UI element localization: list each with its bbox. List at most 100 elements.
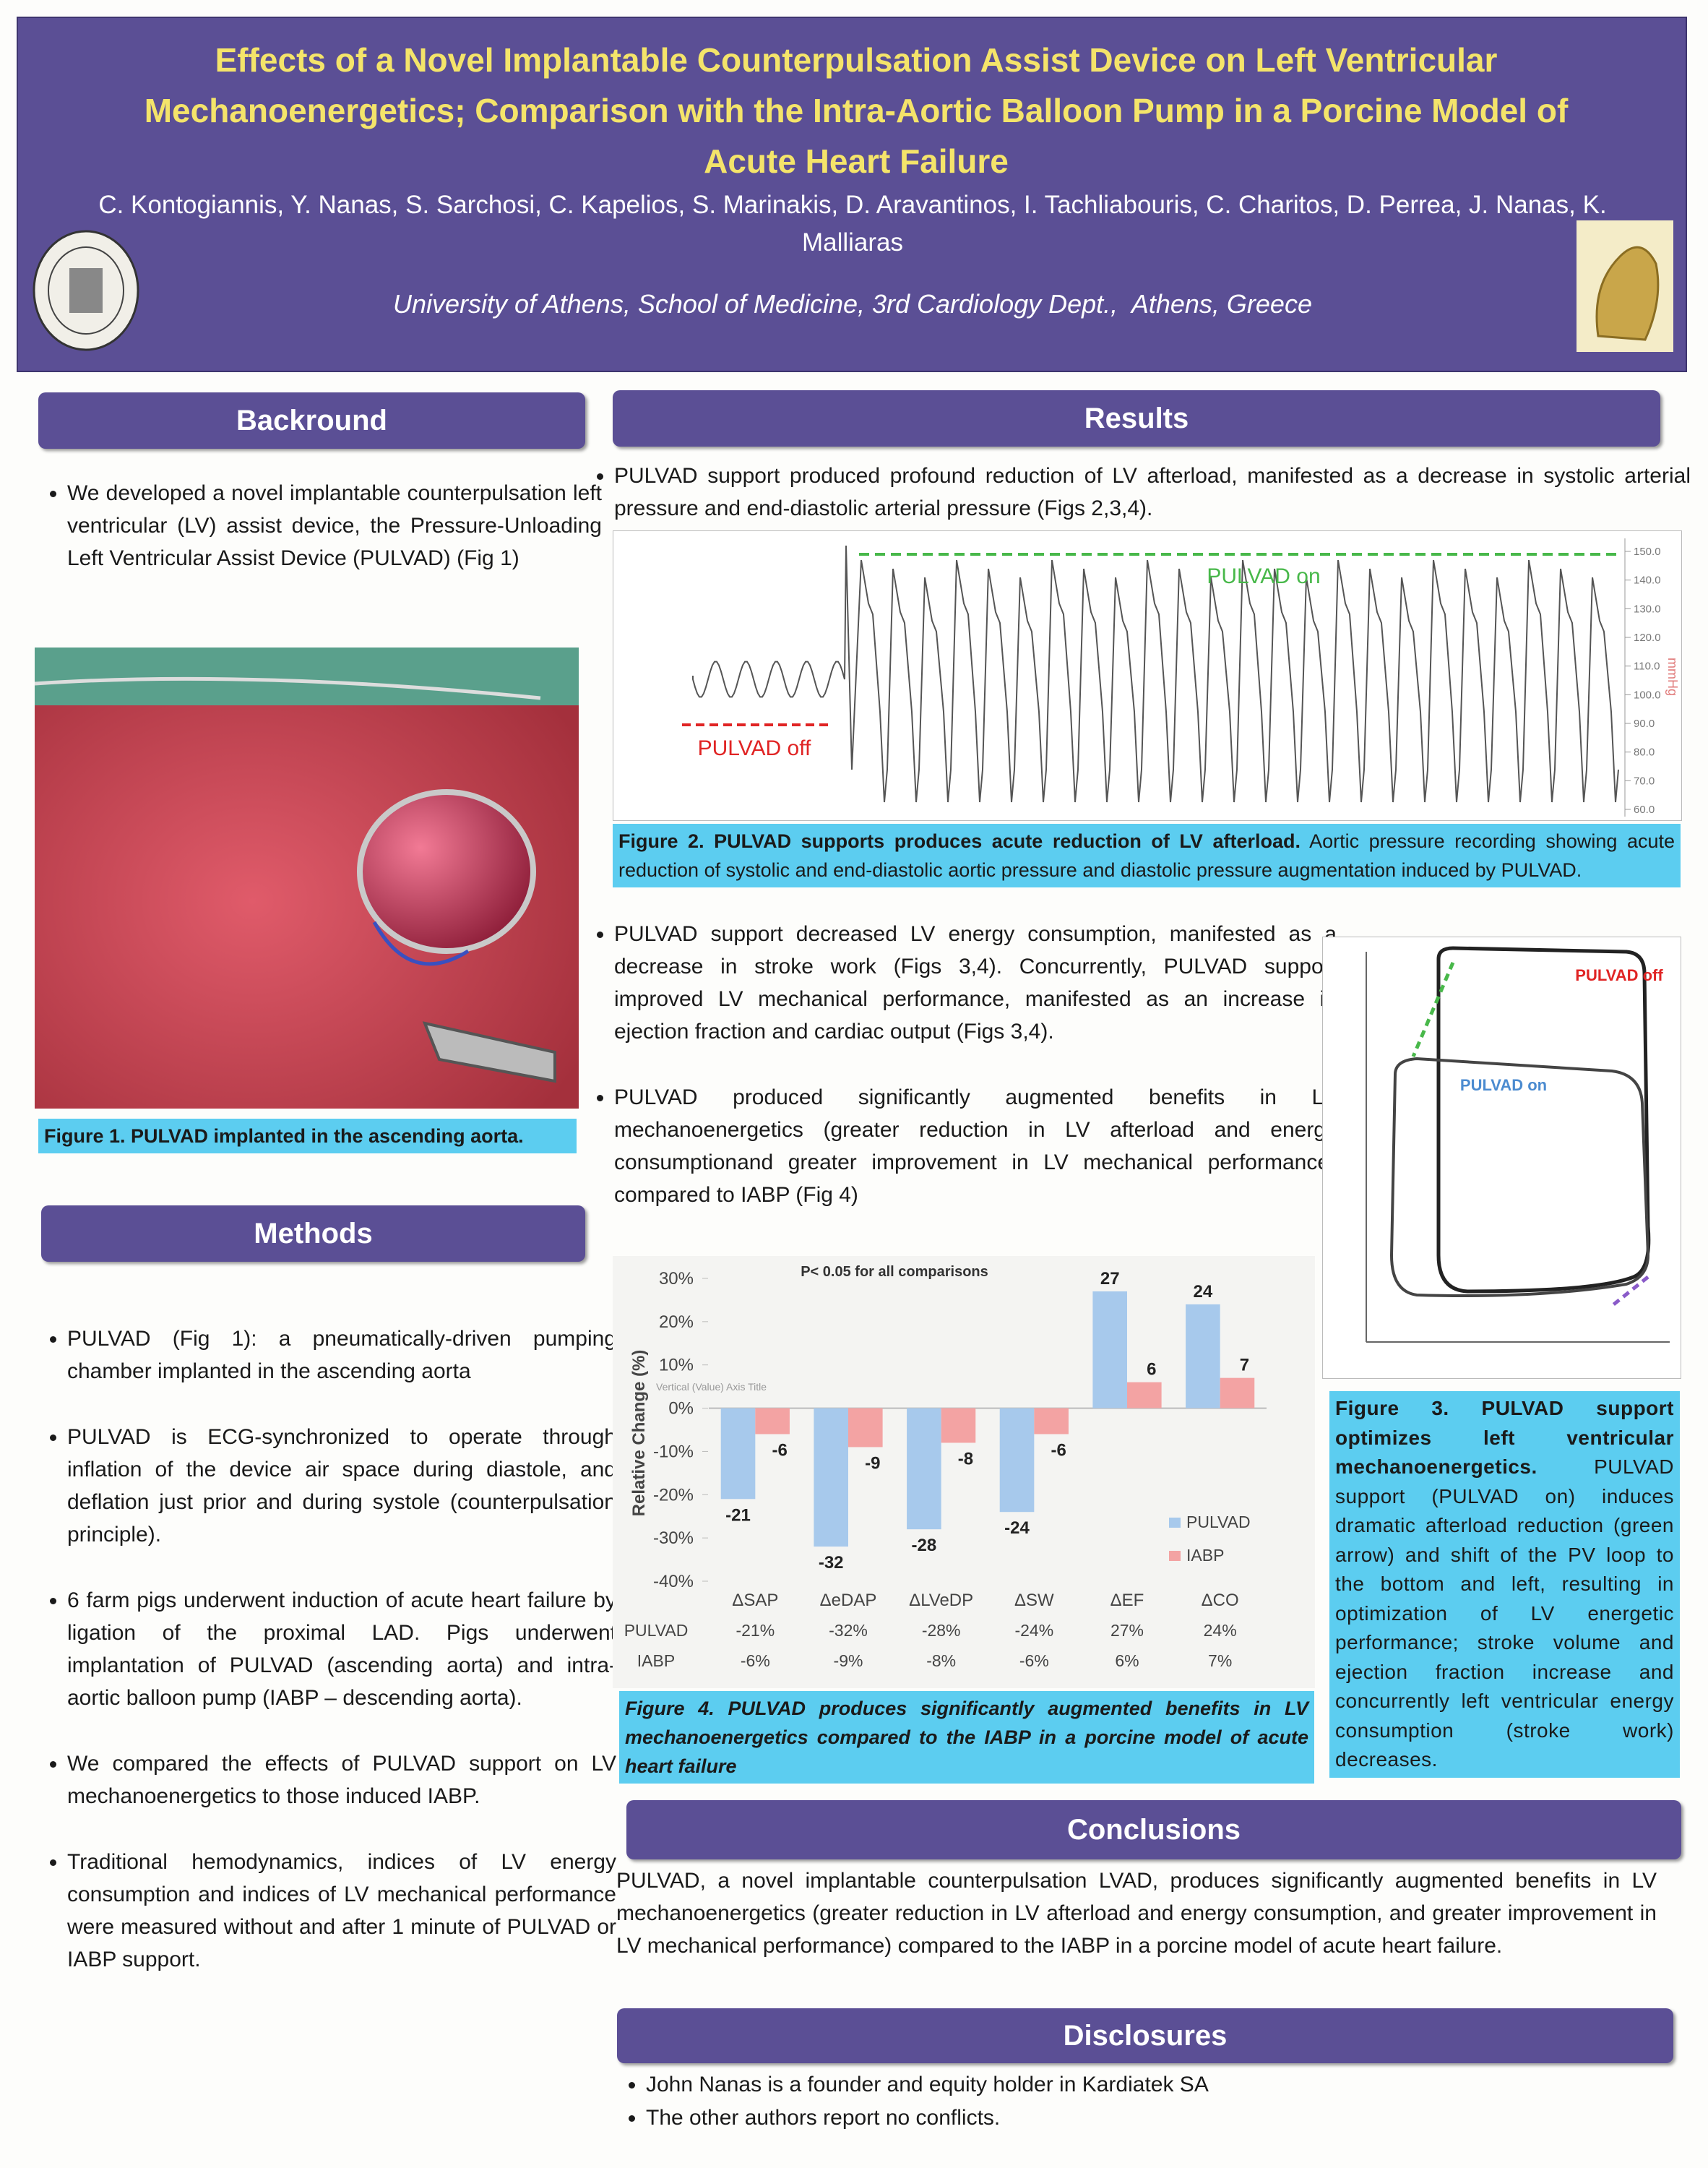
table-value: -9%: [834, 1651, 863, 1670]
y-tick-label: 30%: [659, 1269, 694, 1289]
bar: [1186, 1304, 1220, 1408]
retractor: [422, 1021, 556, 1083]
figure3-caption: Figure 3. PULVAD support optimizes left …: [1329, 1391, 1680, 1778]
trace-unit: mmHg: [1665, 658, 1680, 696]
bar-value-label: 27: [1100, 1269, 1120, 1289]
table-row-label: PULVAD: [624, 1621, 689, 1640]
y-tick-label: -40%: [653, 1572, 694, 1591]
off-label: PULVAD off: [698, 736, 811, 760]
on-label: PULVAD on: [1207, 564, 1320, 588]
legend-label: PULVAD: [1186, 1513, 1251, 1531]
y-tick-label: -10%: [653, 1442, 694, 1461]
table-value: -21%: [736, 1621, 775, 1640]
pressure-trace: [692, 545, 1619, 803]
background-list: We developed a novel implantable counter…: [38, 477, 602, 608]
x-tick-label: ΔEF: [1110, 1591, 1144, 1610]
trace-tick-label: 150.0: [1634, 546, 1661, 558]
section-heading: Conclusions: [626, 1800, 1681, 1859]
figure4-chart: P< 0.05 for all comparisons Relative Chan…: [613, 1256, 1315, 1688]
table-value: -8%: [926, 1651, 956, 1670]
y-tick-label: -30%: [653, 1528, 694, 1548]
bar: [1034, 1408, 1069, 1434]
bar: [941, 1408, 976, 1443]
disclosure-item: The other authors report no conflicts.: [646, 2102, 1694, 2135]
figure2-trace: 150.0 140.0 130.0 120.0 110.0 100.0 90.0 80.0 70…: [613, 530, 1682, 821]
table-row-label: IABP: [637, 1651, 675, 1670]
suture: [372, 921, 470, 966]
trace-tick-label: 120.0: [1634, 632, 1661, 644]
methods-item: PULVAD is ECG-synchronized to operate th…: [67, 1421, 616, 1551]
x-tick-label: ΔLVeDP: [909, 1591, 973, 1610]
loop-off: [1436, 946, 1651, 1294]
caption-label: Figure 3. PULVAD support optimizes left …: [1335, 1397, 1674, 1478]
results-text: PULVAD support produced profound reducti…: [614, 460, 1691, 525]
y-tick-label: 0%: [668, 1399, 694, 1419]
trace-tick-label: 100.0: [1634, 689, 1661, 701]
table-value: -6%: [1019, 1651, 1049, 1670]
drape: [35, 648, 579, 705]
results-list-2: PULVAD support decreased LV energy consu…: [585, 918, 1337, 1244]
x-tick-label: ΔCO: [1202, 1591, 1239, 1610]
bar: [848, 1408, 883, 1448]
y-tick-label: -20%: [653, 1485, 694, 1505]
trace-tick-label: 130.0: [1634, 603, 1661, 615]
x-tick-label: ΔSW: [1014, 1591, 1054, 1610]
chart-note: P< 0.05 for all comparisons: [801, 1264, 988, 1280]
bar-value-label: -24: [1004, 1518, 1030, 1538]
section-heading: Backround: [38, 392, 585, 449]
bar: [1220, 1377, 1255, 1408]
authors: C. Kontogiannis, Y. Nanas, S. Sarchosi, …: [98, 191, 1607, 257]
methods-item: 6 farm pigs underwent induction of acute…: [67, 1584, 616, 1714]
figure2-caption: Figure 2. PULVAD supports produces acute…: [613, 824, 1681, 887]
y-tick-label: 10%: [659, 1356, 694, 1375]
methods-item: PULVAD (Fig 1): a pneumatically-driven p…: [67, 1322, 616, 1388]
bar-value-label: 24: [1194, 1282, 1213, 1302]
bar: [907, 1408, 941, 1530]
x-tick-label: ΔeDAP: [820, 1591, 877, 1610]
seal-figure: [69, 268, 103, 313]
methods-list: PULVAD (Fig 1): a pneumatically-driven p…: [38, 1322, 616, 2009]
y-axis-title: Relative Change (%): [629, 1350, 649, 1517]
green-arrow: [1411, 962, 1455, 1057]
methods-item: Traditional hemodynamics, indices of LV …: [67, 1846, 616, 1976]
bar-value-label: -6: [1051, 1440, 1066, 1460]
figure1-caption: Figure 1. PULVAD implanted in the ascend…: [38, 1119, 577, 1153]
trace-tick-label: 60.0: [1634, 804, 1655, 816]
greek-logo: [1577, 220, 1673, 352]
bar-value-label: -9: [865, 1453, 880, 1473]
bar: [814, 1408, 848, 1547]
bar-value-label: -28: [912, 1536, 937, 1555]
off-label: PULVAD off: [1575, 966, 1663, 984]
caption-text: Aortic pressure recording showing acute …: [618, 830, 1675, 881]
bar: [1092, 1291, 1127, 1408]
bar: [999, 1408, 1035, 1513]
trace-tick-label: 80.0: [1634, 747, 1655, 759]
wire: [35, 676, 541, 700]
purple-arrow: [1610, 1276, 1649, 1307]
trace-tick-label: 140.0: [1634, 575, 1661, 587]
disclosures-list: John Nanas is a founder and equity holde…: [617, 2068, 1694, 2135]
section-heading: Results: [613, 390, 1660, 447]
figure4-caption: Figure 4. PULVAD produces significantly …: [619, 1691, 1314, 1784]
results-text: PULVAD support decreased LV energy consu…: [614, 918, 1337, 1048]
table-value: 7%: [1208, 1651, 1232, 1670]
table-value: -6%: [741, 1651, 770, 1670]
logo-helmet: [1595, 246, 1660, 341]
bar-value-label: -32: [819, 1553, 844, 1573]
trace-tick-label: 70.0: [1634, 775, 1655, 787]
methods-item: We compared the effects of PULVAD suppor…: [67, 1747, 616, 1812]
affiliation: University of Athens, School of Medicine…: [393, 289, 1312, 319]
loop-on: [1389, 1057, 1650, 1297]
legend-label: IABP: [1186, 1546, 1224, 1565]
bar-value-label: -21: [725, 1505, 751, 1525]
figure1-photo: [35, 648, 579, 1109]
bar-value-label: -6: [772, 1440, 787, 1460]
y-tick-label: 20%: [659, 1312, 694, 1332]
axis-title-placeholder: Vertical (Value) Axis Title: [656, 1381, 767, 1393]
header-banner: [17, 17, 1687, 372]
table-value: -28%: [922, 1621, 961, 1640]
background-text: We developed a novel implantable counter…: [67, 477, 602, 575]
trace-tick-label: 90.0: [1634, 718, 1655, 730]
